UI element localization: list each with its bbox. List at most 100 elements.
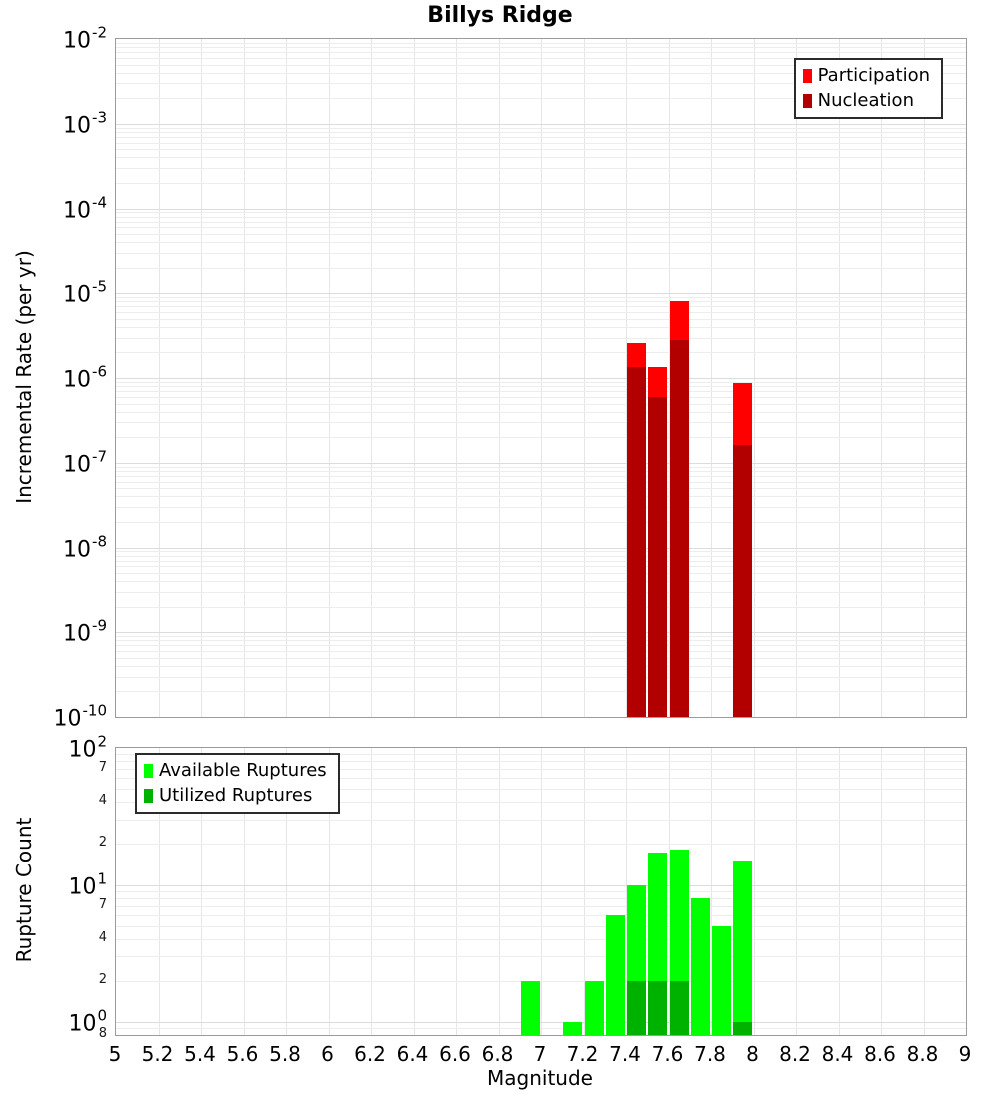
legend-item-participation: Participation [802, 65, 930, 87]
gridline [116, 555, 966, 557]
gridline [116, 547, 966, 549]
y-tick-label: 10-9 [63, 616, 107, 647]
gridline [116, 645, 966, 647]
legend-item-nucleation: Nucleation [802, 90, 930, 112]
y-tick-label: 10-7 [63, 447, 107, 478]
x-tick-label: 7.6 [651, 1042, 684, 1066]
gridline [116, 636, 966, 638]
gridline [116, 665, 966, 667]
x-tick-label: 6 [321, 1042, 334, 1066]
y-tick-label: 4 [98, 793, 107, 809]
gridline [116, 72, 966, 74]
gridline [116, 306, 966, 308]
x-tick-label: 5.2 [141, 1042, 174, 1066]
gridline [116, 47, 966, 49]
nucleation-swatch-icon [802, 94, 812, 108]
gridline [116, 136, 966, 138]
gridline [116, 754, 966, 756]
x-tick-label: 6.4 [396, 1042, 429, 1066]
x-tick-label: 8.2 [779, 1042, 811, 1066]
gridline [116, 52, 966, 54]
gridline [116, 926, 966, 928]
legend-item-utilized-ruptures: Utilized Ruptures [144, 785, 327, 807]
gridline [116, 168, 966, 170]
gridline [116, 802, 966, 804]
gridline [116, 293, 966, 295]
gridline [116, 843, 966, 845]
top-y-axis-label: Incremental Rate (per yr) [12, 250, 36, 504]
x-tick-label: 6.2 [354, 1042, 386, 1066]
gridline [116, 475, 966, 477]
x-tick-label: 7 [533, 1042, 547, 1066]
x-tick-label: 8.8 [906, 1042, 939, 1066]
gridline [116, 891, 966, 893]
y-tick-label: 101 [68, 869, 107, 900]
gridline [116, 42, 966, 44]
y-tick-label: 10-6 [63, 362, 107, 393]
gridline [116, 884, 966, 886]
gridline [116, 778, 966, 780]
gridline [116, 64, 966, 66]
gridline [116, 212, 966, 214]
nucleation-bar [648, 397, 668, 717]
gridline [116, 337, 966, 339]
gridline [116, 437, 966, 439]
utilized-ruptures-bar [733, 1021, 753, 1035]
utilized-ruptures-legend-label: Utilized Ruptures [159, 785, 313, 806]
x-tick-label: 5.8 [269, 1042, 301, 1066]
gridline [116, 481, 966, 483]
gridline [116, 1021, 966, 1023]
gridline [116, 301, 966, 303]
gridline [116, 560, 966, 562]
gridline [116, 242, 966, 244]
gridline [116, 381, 966, 383]
x-tick-label: 5.6 [226, 1042, 259, 1066]
gridline [116, 591, 966, 593]
gridline [116, 521, 966, 523]
gridline [116, 789, 966, 791]
x-tick-label: 9 [958, 1042, 972, 1066]
nucleation-bar [627, 366, 647, 717]
nucleation-bar [669, 340, 689, 717]
y-tick-label: 10-3 [63, 108, 107, 139]
gridline [116, 496, 966, 498]
y-tick-label: 8 [98, 1026, 107, 1041]
gridline [116, 632, 966, 634]
gridline [116, 123, 966, 125]
gridline [116, 378, 966, 379]
y-tick-label: 10-5 [63, 277, 107, 308]
gridline [116, 640, 966, 642]
utilized-ruptures-bar [669, 980, 689, 1035]
gridline [116, 127, 966, 129]
gridline [116, 221, 966, 223]
gridline [116, 488, 966, 490]
gridline [116, 606, 966, 608]
gridline [116, 657, 966, 659]
gridline [116, 157, 966, 159]
gridline [116, 915, 966, 917]
gridline [116, 691, 966, 693]
utilized-ruptures-bar [648, 980, 668, 1035]
gridline [116, 422, 966, 424]
gridline [116, 252, 966, 254]
x-tick-label: 8 [746, 1042, 759, 1066]
y-tick-label: 100 [68, 1006, 107, 1037]
x-tick-label: 7.8 [694, 1042, 726, 1066]
available-ruptures-bar [712, 926, 732, 1035]
gridline [116, 131, 966, 133]
gridline [116, 980, 966, 982]
incremental-rate-plot [115, 38, 967, 718]
gridline [116, 411, 966, 413]
gridline [116, 761, 966, 763]
gridline [116, 391, 966, 393]
gridline [116, 956, 966, 958]
participation-legend-label: Participation [817, 65, 930, 86]
legend-item-available-ruptures: Available Ruptures [144, 760, 327, 782]
x-tick-label: 5.4 [184, 1042, 216, 1066]
gridline [116, 651, 966, 653]
nucleation-legend-label: Nucleation [817, 90, 914, 111]
gridline [116, 819, 966, 821]
y-tick-label: 2 [98, 834, 107, 850]
y-tick-label: 10-4 [63, 192, 107, 224]
